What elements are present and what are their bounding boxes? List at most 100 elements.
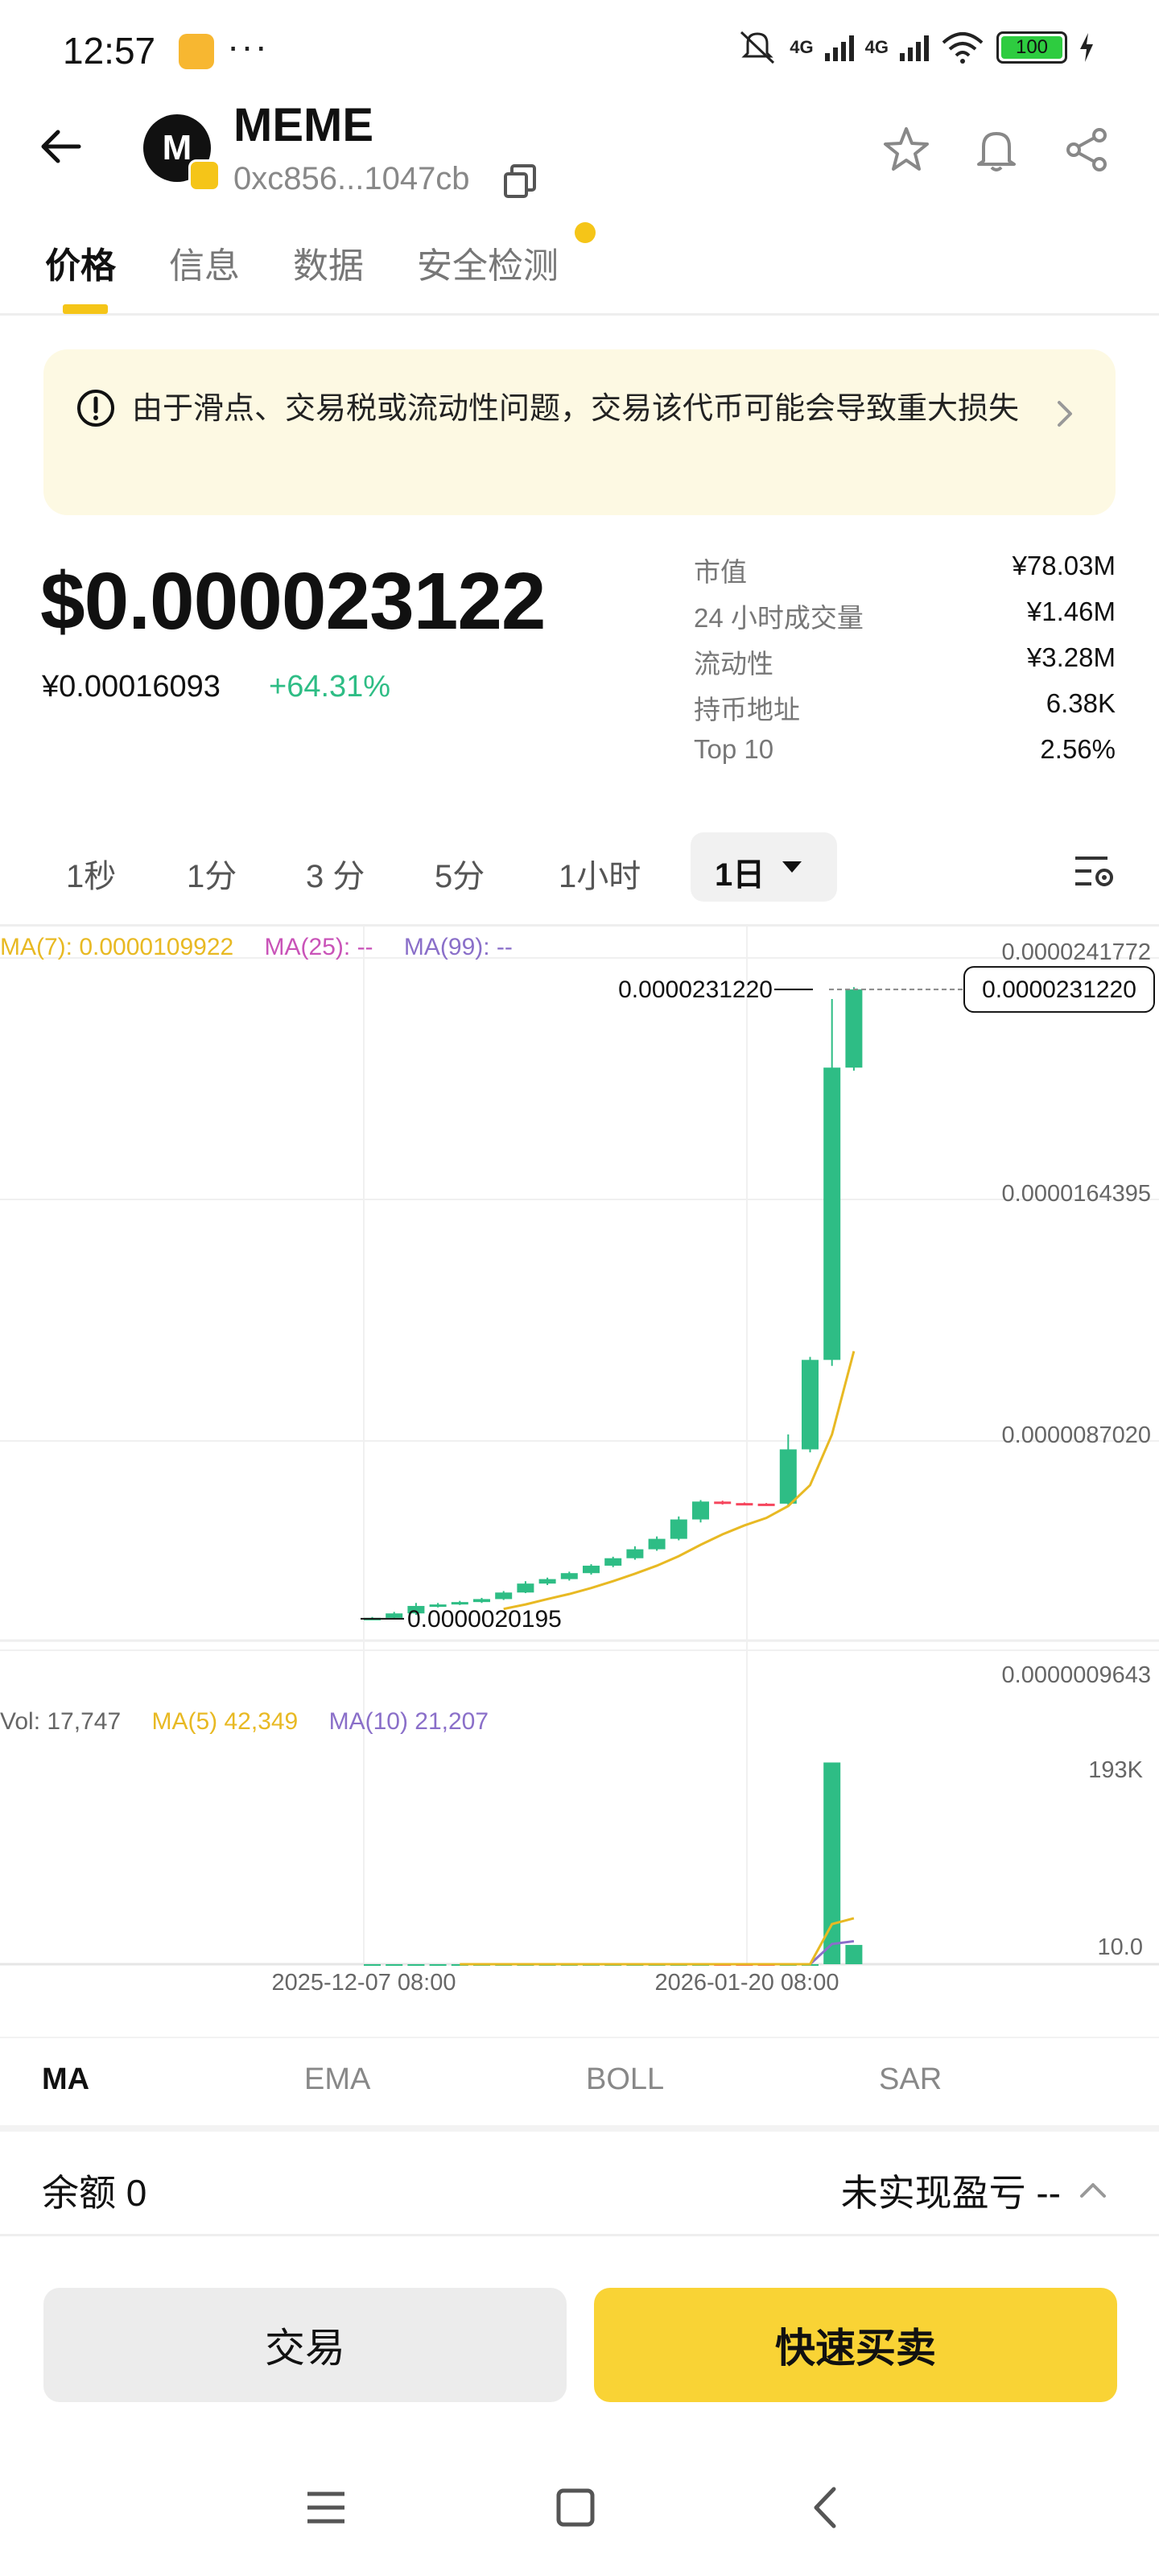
detail-tabs: 价格 信息 数据 安全检测 [0,225,1159,316]
interval-1s[interactable]: 1秒 [66,859,117,894]
stat-value: 2.56% [1040,734,1116,764]
stat-value: 6.38K [1046,688,1116,718]
balance-row[interactable]: 余额 0 未实现盈亏 -- [0,2132,1159,2236]
indicator-tab-ema[interactable]: EMA [304,2062,371,2096]
token-address: 0xc856...1047cb [233,161,470,196]
y-tick-label: 0.0000009643 [1002,1662,1151,1688]
stat-value: ¥78.03M [1012,551,1116,580]
tab-price[interactable]: 价格 [45,246,116,286]
balance-label: 余额 0 [42,2172,147,2214]
unrealized-pnl: 未实现盈亏 -- [840,2172,1061,2214]
active-tab-indicator [63,304,108,314]
volume-bar [386,1963,403,1966]
caret-down-icon [782,861,802,873]
notification-app-icon [179,34,214,69]
stat-row: 24 小时成交量 ¥1.46M [694,597,1116,642]
candle-body [451,1602,468,1605]
copy-icon[interactable] [502,163,539,200]
trade-button[interactable]: 交易 [43,2288,567,2402]
mute-icon [740,31,775,64]
indicator-tab-sar[interactable]: SAR [879,2062,942,2096]
volume-bar [429,1963,447,1966]
stat-row: 市值 ¥78.03M [694,551,1116,597]
candle-body [473,1599,490,1603]
more-notifications-icon: ··· [227,25,269,67]
price-usd: $0.000023122 [40,556,547,646]
last-price-box [963,966,1155,1013]
menu-icon[interactable] [298,2479,354,2536]
battery-level: 100 [1001,36,1062,59]
favorite-star-icon[interactable] [881,124,932,175]
bell-icon[interactable] [971,124,1022,175]
candle-body [714,1501,732,1505]
candle-body [692,1501,709,1520]
high-price-label: 0.0000231220 [618,976,773,1003]
security-notification-dot [575,222,596,243]
y-tick-label: 0.0000164395 [1002,1181,1151,1207]
stat-label: Top 10 [694,734,774,764]
system-nav-bar [0,2447,1159,2576]
y-tick-label: 0.0000241772 [1002,939,1151,965]
interval-3m[interactable]: 3 分 [306,859,365,894]
indicator-tab-ma[interactable]: MA [42,2062,90,2096]
tab-security[interactable]: 安全检测 [417,246,559,286]
candle-body [626,1549,644,1558]
token-name: MEME [233,99,373,151]
chevron-up-icon[interactable] [1077,2178,1109,2202]
interval-1m[interactable]: 1分 [187,859,237,894]
stat-row: 持币地址 6.38K [694,688,1116,734]
price-change: +64.31% [269,670,391,704]
volume-bar [407,1963,425,1966]
price-chart[interactable]: 0.0000241772 0.0000164395 0.0000087020 0.00… [0,926,1159,1996]
candle-body [495,1592,513,1600]
ma10-vol-legend: MA(10) 21,207 [328,1708,489,1735]
candle-body [802,1360,819,1450]
stat-label: 流动性 [694,649,773,679]
interval-1h[interactable]: 1小时 [559,859,641,894]
candle-body [648,1538,666,1550]
candle-body [757,1503,775,1506]
home-icon[interactable] [547,2479,604,2536]
tab-data[interactable]: 数据 [293,246,364,286]
risk-warning-banner[interactable]: 由于滑点、交易税或流动性问题，交易该代币可能会导致重大损失 [43,349,1116,515]
share-icon[interactable] [1061,124,1112,175]
chart-settings-icon[interactable] [1072,852,1117,892]
volume-tick-label: 193K [1088,1757,1143,1783]
volume-bar [823,1762,841,1964]
stat-label: 持币地址 [694,695,800,724]
indicator-tab-boll[interactable]: BOLL [586,2062,665,2096]
ma5-vol-legend: MA(5) 42,349 [151,1708,299,1735]
battery-icon: 100 [996,31,1067,64]
charging-icon [1080,33,1093,62]
last-price-label: 0.0000231220 [982,976,1136,1003]
status-time: 12:57 [63,30,156,72]
interval-5m[interactable]: 5分 [435,859,485,894]
ma-legend: MA(7): 0.0000109922 MA(25): -- MA(99): -… [0,934,513,961]
volume-tick-label: 10.0 [1098,1934,1143,1960]
back-nav-icon[interactable] [798,2479,855,2536]
volume-bar [364,1963,381,1966]
ma7-line [503,1351,856,1611]
x-tick-label: 2026-01-20 08:00 [655,1970,839,1996]
interval-1d-dropdown[interactable] [691,832,837,902]
chevron-right-icon [1058,401,1072,427]
stat-row: 流动性 ¥3.28M [694,642,1116,688]
ma25-legend: MA(25): -- [264,934,373,960]
ma7-legend: MA(7): 0.0000109922 [0,934,234,960]
section-separator [0,2125,1159,2132]
stat-value: ¥1.46M [1026,597,1116,626]
back-arrow-icon[interactable] [37,122,85,171]
candle-body [779,1449,797,1504]
ma99-legend: MA(99): -- [403,934,513,960]
candle-body [604,1558,622,1566]
candle-body [517,1583,534,1593]
indicator-tabs: MA EMA BOLL SAR [0,2037,1159,2125]
chart-divider [0,924,1159,927]
wifi-icon [942,32,984,64]
warning-text: 由于滑点、交易税或流动性问题，交易该代币可能会导致重大损失 [132,392,1020,426]
tab-info[interactable]: 信息 [169,246,240,286]
quick-buy-sell-button[interactable]: 快速买卖 [594,2288,1117,2402]
warning-info-icon [77,390,114,427]
candle-body [386,1613,403,1618]
candle-body [670,1519,687,1539]
